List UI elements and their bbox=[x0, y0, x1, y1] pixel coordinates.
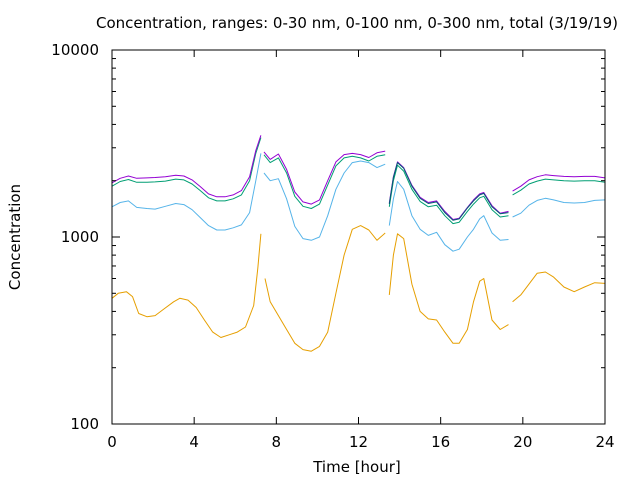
series-line-2-segment-2 bbox=[388, 164, 509, 225]
x-tick-label: 4 bbox=[189, 433, 199, 451]
series-line-3-segment-0 bbox=[111, 135, 262, 198]
series-line-1-segment-2 bbox=[388, 181, 509, 252]
series-line-0-segment-2 bbox=[388, 233, 509, 344]
y-tick-label: 10000 bbox=[51, 41, 99, 59]
x-axis: 0 4 8 12 16 20 24 bbox=[107, 50, 615, 451]
series-line-0-segment-3 bbox=[512, 271, 606, 303]
x-axis-label: Time [hour] bbox=[312, 458, 401, 476]
series-line-2-segment-0 bbox=[111, 137, 262, 202]
series-line-1-segment-1 bbox=[263, 160, 386, 241]
plot-lines bbox=[111, 135, 606, 352]
y-tick-label: 100 bbox=[70, 415, 99, 433]
y-axis: 100 1000 10000 bbox=[51, 41, 605, 433]
series-line-3-segment-1 bbox=[263, 150, 386, 205]
y-tick-label: 1000 bbox=[61, 228, 99, 246]
series-line-0-segment-1 bbox=[264, 225, 386, 352]
x-tick-label: 0 bbox=[107, 433, 117, 451]
x-tick-label: 24 bbox=[595, 433, 614, 451]
series-line-0-segment-0 bbox=[111, 233, 262, 338]
x-tick-label: 16 bbox=[431, 433, 450, 451]
series-line-1-segment-3 bbox=[512, 197, 606, 218]
x-tick-label: 8 bbox=[272, 433, 282, 451]
plot-frame bbox=[111, 49, 606, 425]
series-line-3-segment-2 bbox=[388, 161, 509, 220]
series-line-1-segment-0 bbox=[111, 153, 262, 231]
chart-title: Concentration, ranges: 0-30 nm, 0-100 nm… bbox=[96, 14, 618, 32]
series-line-2-segment-1 bbox=[263, 154, 386, 209]
series-line-2-segment-3 bbox=[512, 178, 606, 196]
series-line-4-segment-0 bbox=[388, 162, 509, 221]
x-tick-label: 20 bbox=[513, 433, 532, 451]
y-axis-label: Concentration bbox=[6, 184, 24, 290]
series-line-3-segment-3 bbox=[512, 174, 606, 192]
x-tick-label: 12 bbox=[349, 433, 368, 451]
